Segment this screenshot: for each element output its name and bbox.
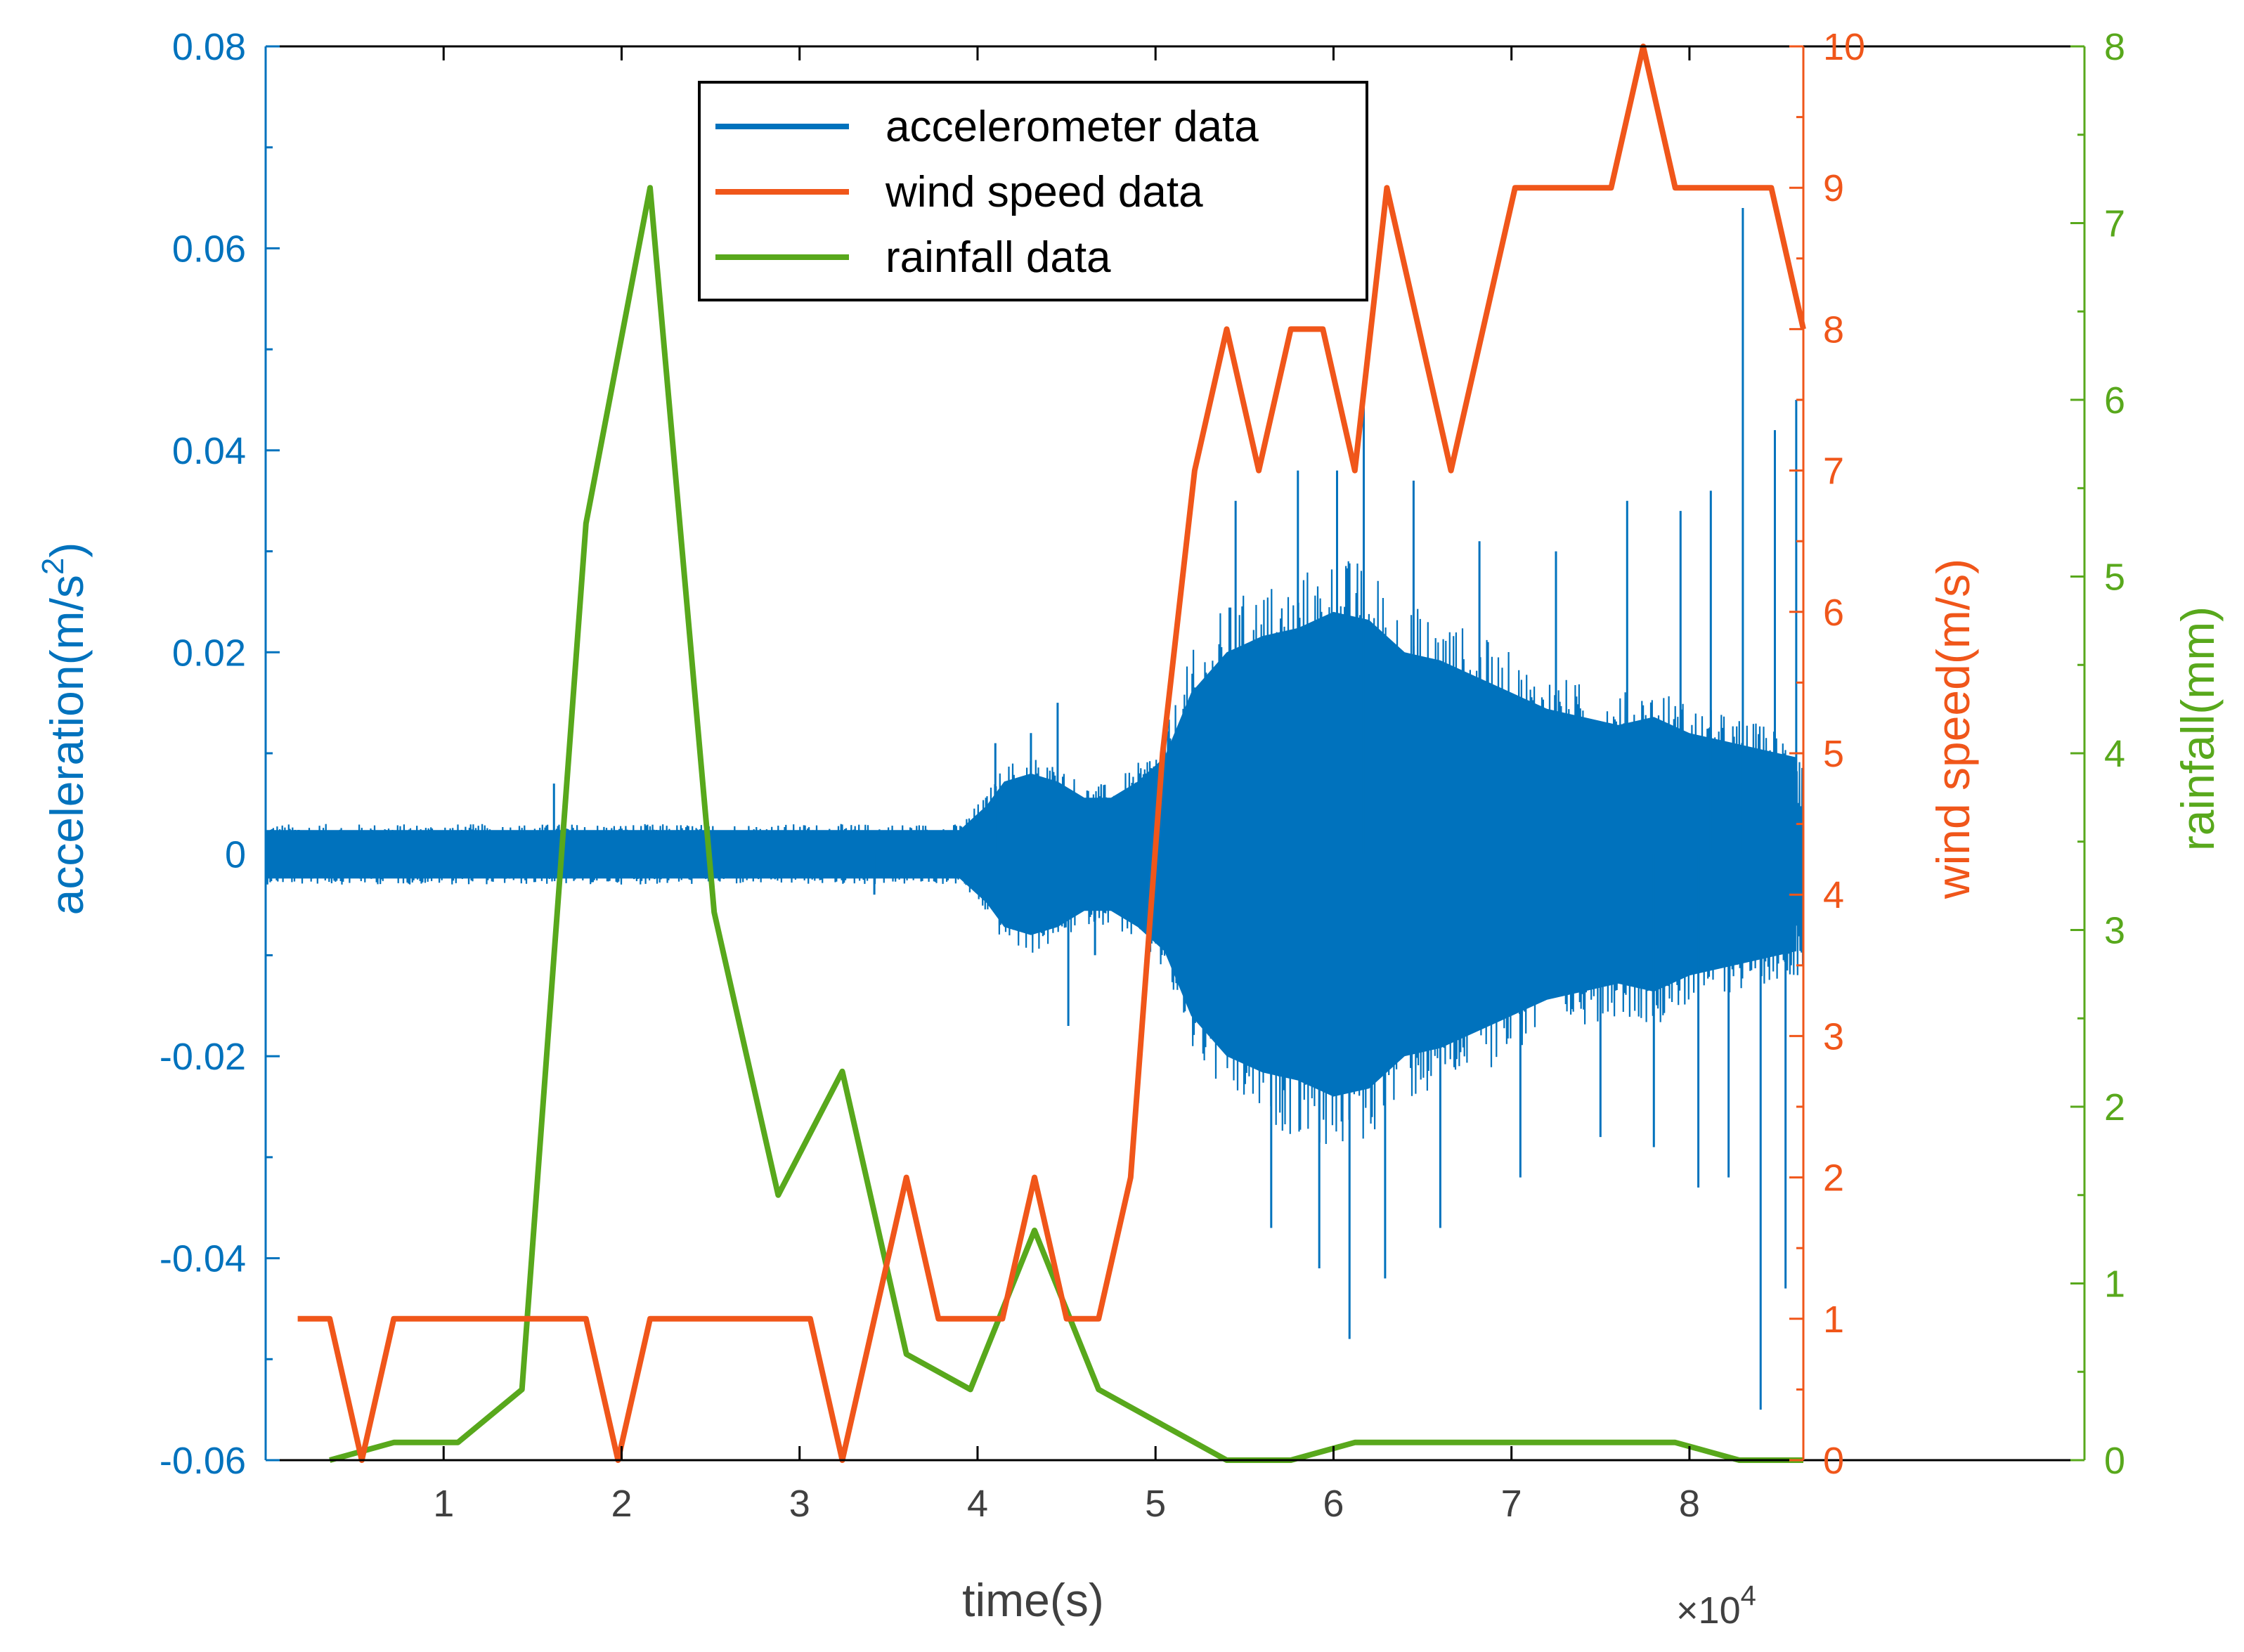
left-axis-tick-label: -0.04 [160,1238,246,1280]
acceleration-series [264,207,1805,1410]
axis-ticks: 1 2 3 4 5 6 7 8 -0.06 -0.04 -0.02 0 0.02 0.04 0.06 0.08… [160,26,2125,1525]
rainfall-axis-tick-label: 4 [2104,733,2125,775]
left-axis-tick-label: -0.02 [160,1036,246,1078]
x-axis-title: time(s) [962,1574,1104,1626]
wind-axis-tick-label: 6 [1823,592,1844,634]
wind-axis-tick-label: 5 [1823,733,1844,775]
wind-axis-title: wind speed(m/s) [1927,559,1979,899]
rainfall-axis-title: rainfall(mm) [2172,606,2224,851]
wind-axis-tick-label: 4 [1823,874,1844,916]
rainfall-axis-tick-label: 6 [2104,379,2125,422]
x-tick-label: 5 [1145,1483,1166,1525]
wind-axis-tick-label: 1 [1823,1299,1844,1341]
left-axis-title-main: acceleration(m/s [41,575,93,915]
x-tick-label: 4 [967,1483,988,1525]
wind-axis-tick-label: 2 [1823,1157,1844,1199]
left-axis-title: acceleration(m/s2) [36,542,93,916]
legend-label-wind: wind speed data [885,168,1203,216]
x-tick-label: 8 [1679,1483,1700,1525]
rainfall-axis-tick-label: 7 [2104,203,2125,245]
wind-speed-line [297,44,1806,1463]
x-tick-label: 2 [611,1483,632,1525]
rainfall-axis-tick-label: 5 [2104,557,2125,599]
left-axis-tick-label: 0.04 [172,430,246,472]
left-axis-tick-label: -0.06 [160,1440,246,1482]
x-tick-label: 7 [1501,1483,1522,1525]
legend: accelerometer data wind speed data rainf… [698,81,1368,301]
wind-axis-tick-label: 3 [1823,1015,1844,1058]
x-axis-exponent-power: 4 [1741,1580,1756,1611]
x-axis-exponent-base: ×10 [1676,1589,1741,1632]
wind-axis-tick-label: 9 [1823,167,1844,209]
rainfall-axis-tick-label: 2 [2104,1086,2125,1129]
left-axis-title-sup: 2 [36,558,70,575]
rainfall-axis-tick-label: 0 [2104,1440,2125,1482]
left-axis-tick-label: 0.06 [172,228,246,270]
left-axis-tick-label: 0 [225,834,246,876]
wind-axis-tick-label: 7 [1823,450,1844,493]
x-tick-label: 1 [433,1483,454,1525]
wind-speed-series [297,44,1806,1463]
left-axis-tick-label: 0.08 [172,26,246,68]
x-tick-label: 6 [1323,1483,1344,1525]
wind-axis-tick-label: 8 [1823,308,1844,351]
rainfall-axis-tick-label: 3 [2104,910,2125,952]
x-tick-label: 3 [789,1483,810,1525]
wind-axis-tick-label: 10 [1823,26,1865,68]
x-axis-exponent: ×104 [1676,1580,1756,1632]
legend-label-accelerometer: accelerometer data [886,103,1259,151]
rainfall-axis-tick-label: 1 [2104,1263,2125,1306]
wind-axis-tick-label: 0 [1823,1440,1844,1482]
left-axis-tick-label: 0.02 [172,632,246,674]
legend-label-rainfall: rainfall data [886,233,1111,282]
left-axis-title-end: ) [41,542,93,558]
rainfall-axis-tick-label: 8 [2104,26,2125,68]
